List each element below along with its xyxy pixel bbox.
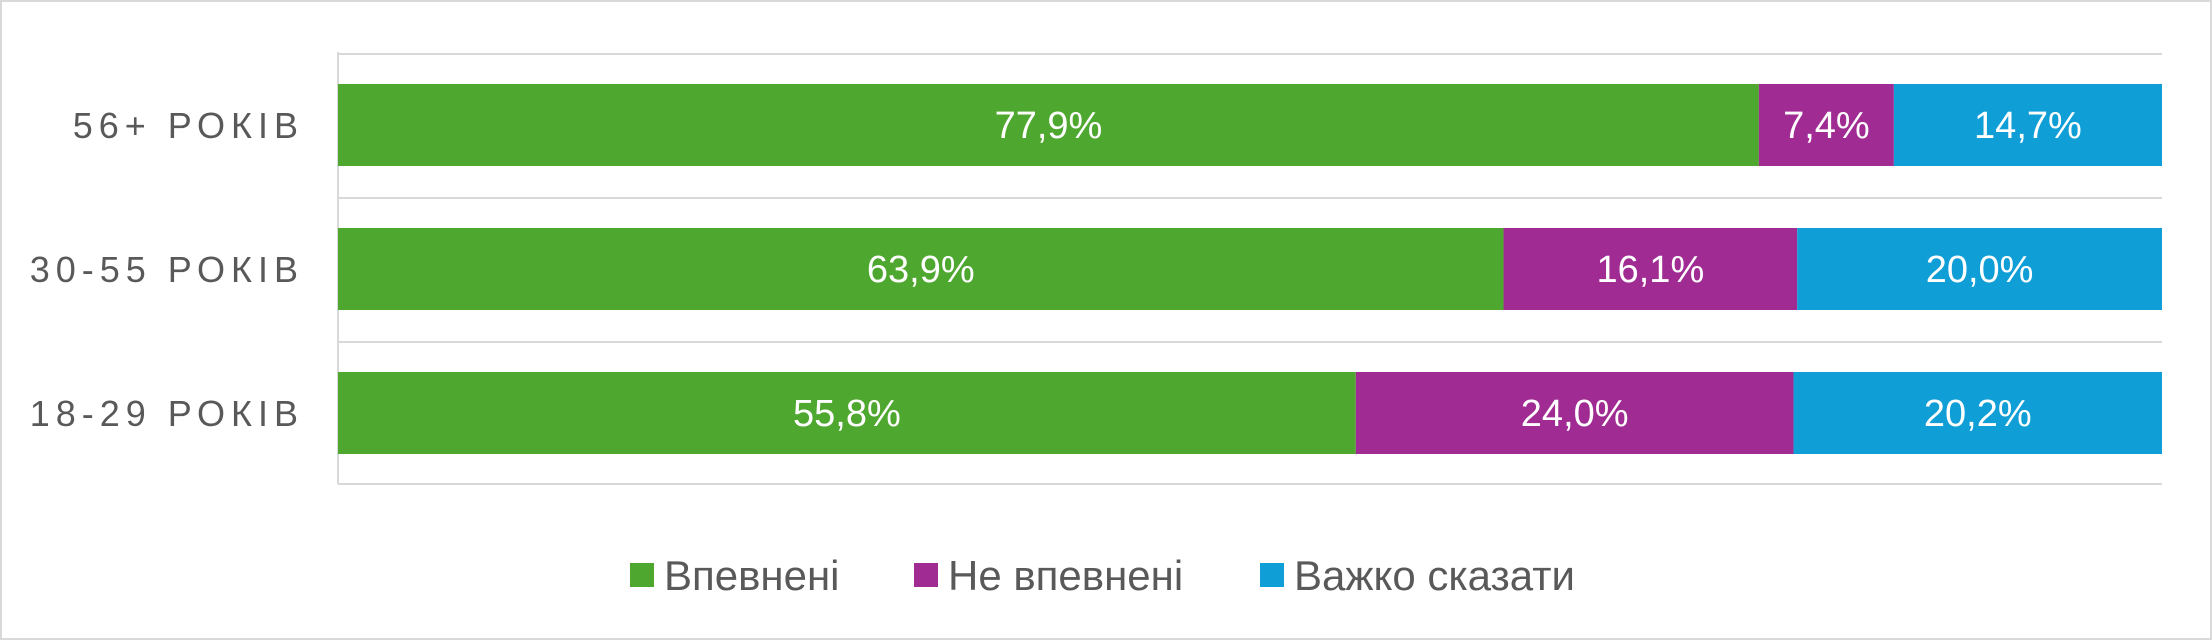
bars: 77,9% 7,4% 14,7% 63,9% 16,1% 20,0% 55,8% 24,0% 2…: [338, 84, 2162, 454]
legend-label: Важко сказати: [1294, 552, 1575, 599]
bar-segment: [1793, 372, 2162, 454]
bar-segment: [338, 372, 1356, 454]
bar-segment: [1893, 84, 2162, 166]
bar-value-label: 24,0%: [1521, 393, 1629, 435]
bar-value-label: 7,4%: [1783, 105, 1870, 147]
bar-segment: [1503, 228, 1798, 310]
bar-value-label: 63,9%: [867, 249, 975, 291]
bar-segment: [1797, 228, 2162, 310]
category-label: 30-55 РОКІВ: [30, 249, 304, 290]
bar-segment: [338, 84, 1759, 166]
category-labels: 56+ РОКІВ 30-55 РОКІВ 18-29 РОКІВ: [30, 105, 304, 434]
legend-swatch: [630, 563, 654, 587]
bar-value-label: 55,8%: [793, 393, 901, 435]
legend-swatch: [1260, 563, 1284, 587]
category-label: 56+ РОКІВ: [73, 105, 304, 146]
legend-swatch: [914, 563, 938, 587]
category-label: 18-29 РОКІВ: [30, 393, 304, 434]
legend-label: Впевнені: [664, 552, 840, 599]
legend-label: Не впевнені: [948, 552, 1183, 599]
bar-segment: [338, 228, 1504, 310]
bar-value-label: 77,9%: [995, 105, 1103, 147]
bar-value-label: 14,7%: [1974, 105, 2082, 147]
bar-value-label: 20,2%: [1924, 393, 2032, 435]
bar-value-label: 16,1%: [1596, 249, 1704, 291]
bar-segment: [1758, 84, 1894, 166]
legend: Впевнені Не впевнені Важко сказати: [630, 552, 1575, 599]
bar-value-label: 20,0%: [1926, 249, 2034, 291]
bar-segment: [1355, 372, 1794, 454]
